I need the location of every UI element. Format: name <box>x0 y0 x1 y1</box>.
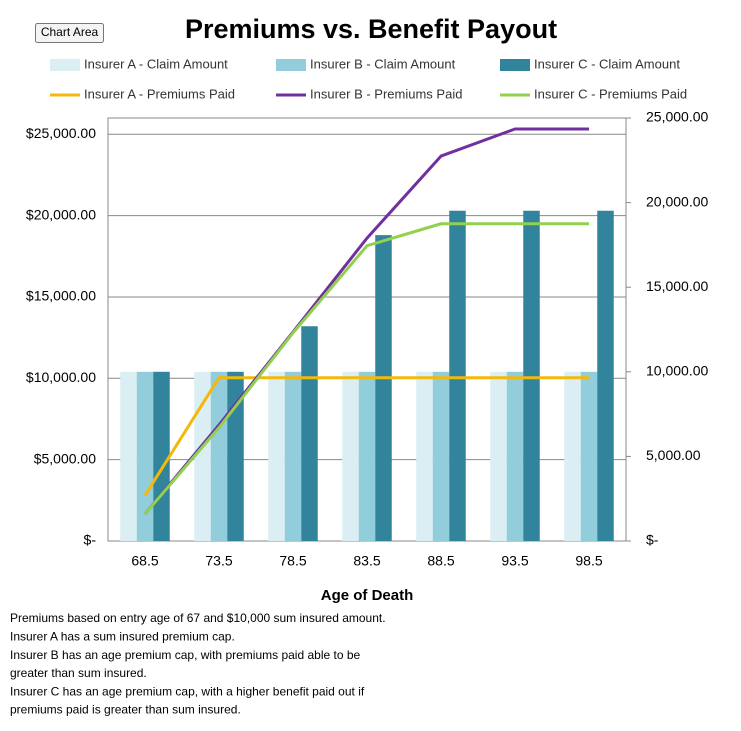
chart-area-badge <box>35 23 104 43</box>
x-tick-label: 73.5 <box>205 553 232 569</box>
chart-area-label: Chart Area <box>41 25 99 39</box>
y-tick-label: $- <box>84 532 97 548</box>
y2-tick-label: 10,000.00 <box>646 363 708 379</box>
bar <box>268 371 285 541</box>
legend-label: Insurer B - Premiums Paid <box>310 86 462 101</box>
x-tick-label: 98.5 <box>575 553 602 569</box>
bar <box>342 371 359 541</box>
y-tick-label: $15,000.00 <box>26 288 96 304</box>
x-axis-label: Age of Death <box>321 587 414 604</box>
y2-tick-label: 5,000.00 <box>646 447 701 463</box>
note: Premiums based on entry age of 67 and $1… <box>10 611 386 625</box>
bar <box>120 371 137 541</box>
bar <box>358 371 376 541</box>
legend-label: Insurer B - Claim Amount <box>310 56 456 71</box>
note: premiums paid is greater than sum insure… <box>10 703 241 717</box>
y-tick-label: $20,000.00 <box>26 206 96 222</box>
y2-tick-label: 15,000.00 <box>646 278 708 294</box>
bar <box>284 371 302 541</box>
y-tick-label: $25,000.00 <box>26 125 96 141</box>
note: Insurer A has a sum insured premium cap. <box>10 629 235 643</box>
chart-title: Premiums vs. Benefit Payout <box>185 14 557 44</box>
note: Insurer C has an age premium cap, with a… <box>10 684 365 698</box>
bar <box>564 371 581 541</box>
y2-tick-label: $- <box>646 532 659 548</box>
bar <box>375 235 392 541</box>
bar <box>210 371 228 541</box>
bar <box>523 210 540 541</box>
bar <box>580 371 598 541</box>
bar <box>449 210 466 541</box>
bar <box>153 371 170 541</box>
legend-label: Insurer C - Premiums Paid <box>534 86 687 101</box>
y2-tick-label: 20,000.00 <box>646 193 708 209</box>
legend-swatch <box>276 59 306 71</box>
y-tick-label: $5,000.00 <box>34 450 96 466</box>
x-tick-label: 88.5 <box>427 553 454 569</box>
y-tick-label: $10,000.00 <box>26 369 96 385</box>
bar <box>194 371 211 541</box>
legend-label: Insurer C - Claim Amount <box>534 56 680 71</box>
line <box>143 222 589 515</box>
x-tick-label: 93.5 <box>501 553 528 569</box>
legend-swatch <box>500 59 530 71</box>
line <box>143 127 589 515</box>
bar <box>416 371 433 541</box>
legend-label: Insurer A - Premiums Paid <box>84 86 235 101</box>
x-tick-label: 78.5 <box>279 553 306 569</box>
bar <box>490 371 507 541</box>
x-tick-label: 68.5 <box>131 553 158 569</box>
bar <box>136 371 154 541</box>
bar <box>597 210 614 541</box>
y2-tick-label: 25,000.00 <box>646 109 708 125</box>
bar <box>506 371 524 541</box>
bar <box>432 371 450 541</box>
bar <box>301 326 318 541</box>
x-tick-label: 83.5 <box>353 553 380 569</box>
line <box>143 376 589 497</box>
legend-swatch <box>50 59 80 71</box>
legend-label: Insurer A - Claim Amount <box>84 56 228 71</box>
note: greater than sum insured. <box>10 666 147 680</box>
note: Insurer B has an age premium cap, with p… <box>10 648 361 662</box>
